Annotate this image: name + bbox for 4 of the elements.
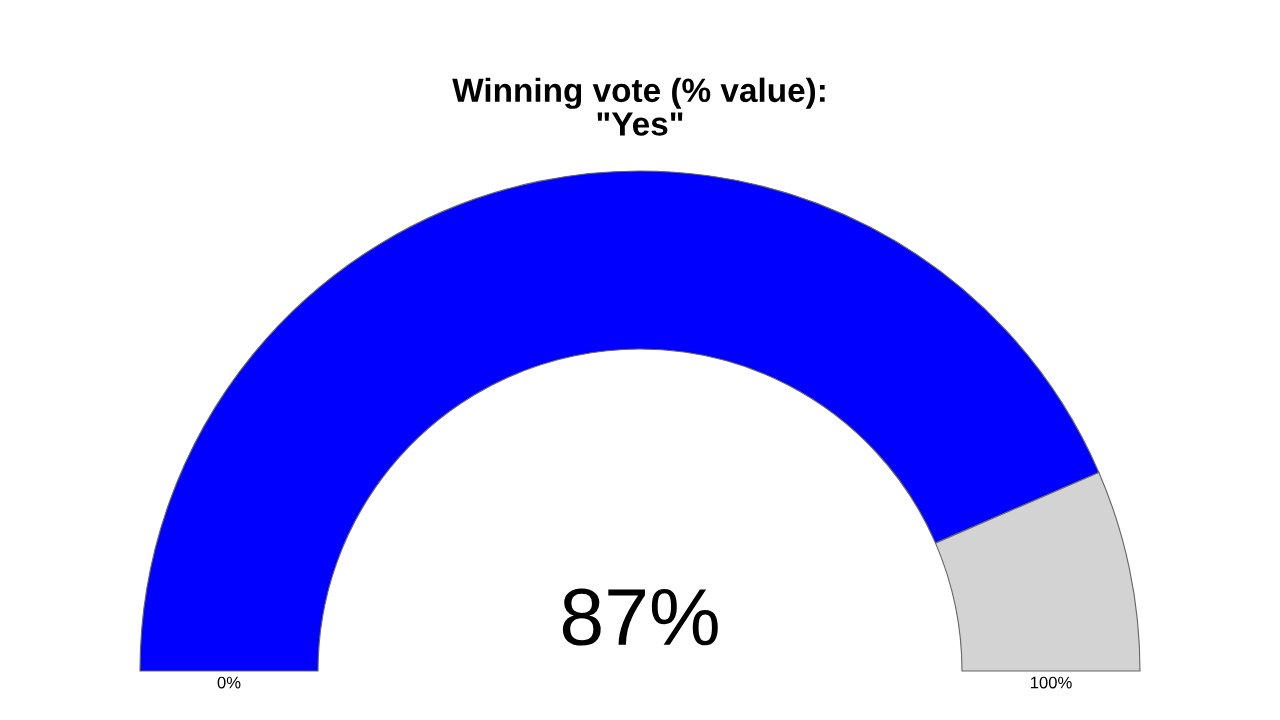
text: 100%	[1030, 676, 1072, 689]
chart-title: Winning vote (% value): "Yes"	[452, 77, 825, 136]
data-label: 87%	[562, 588, 718, 646]
text: 0%	[217, 676, 241, 689]
